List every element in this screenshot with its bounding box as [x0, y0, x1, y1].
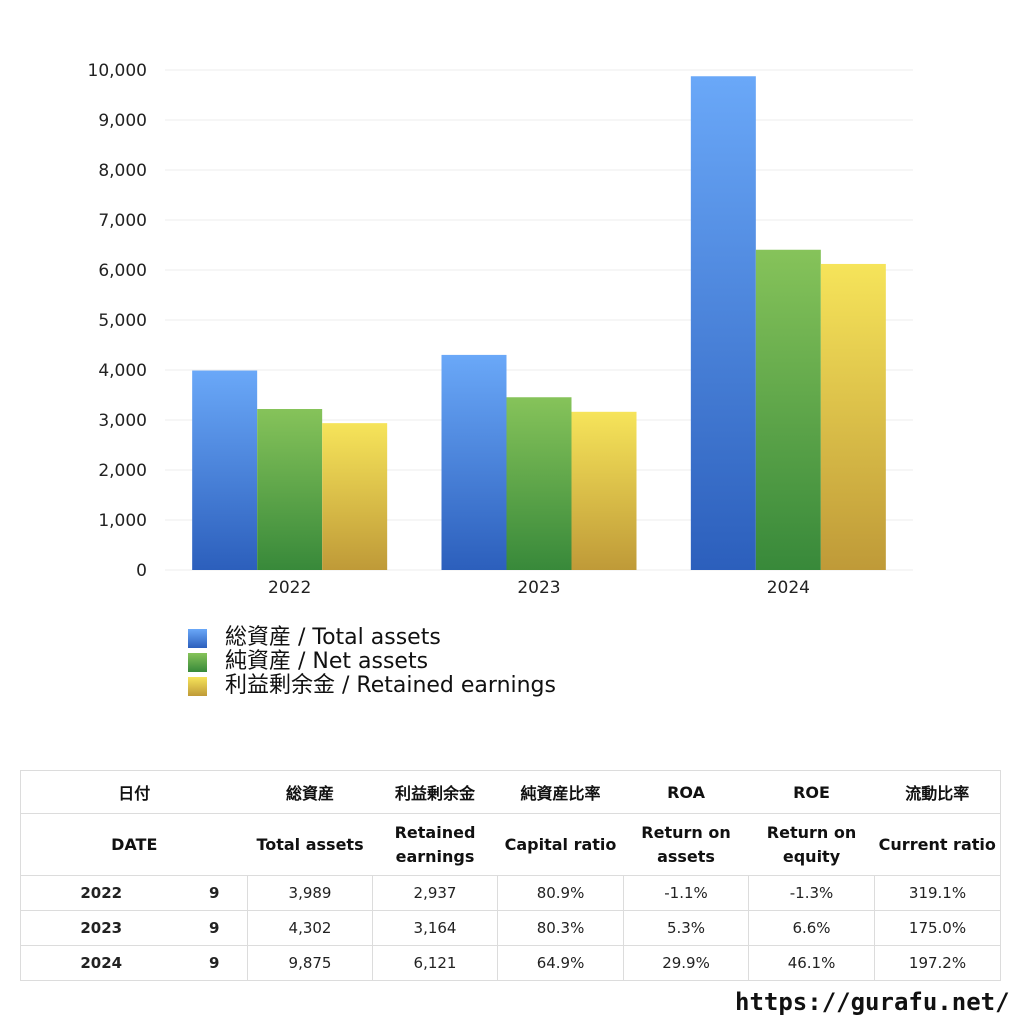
cell-current-ratio: 175.0% — [874, 910, 1002, 946]
y-tick-label: 3,000 — [98, 411, 147, 431]
x-tick-label: 2023 — [517, 578, 560, 598]
row-year: 2023 — [20, 910, 182, 946]
col-header-date-en: DATE — [19, 813, 248, 876]
col-header-total-assets-en: Total assets — [247, 813, 373, 876]
bars — [192, 76, 886, 570]
legend-item-total-assets: 総資産 / Total assets — [188, 626, 556, 650]
col-header-roa-jp: ROA — [623, 770, 749, 814]
cell-retained-earnings: 3,164 — [372, 910, 499, 946]
y-tick-label: 7,000 — [98, 211, 147, 231]
legend-swatch-net-assets — [188, 652, 207, 672]
bar-retained-earnings-2024 — [820, 263, 886, 570]
bar-retained-earnings-2023 — [571, 411, 637, 570]
x-tick-label: 2024 — [767, 578, 810, 598]
legend-item-net-assets: 純資産 / Net assets — [188, 650, 556, 674]
col-header-retained-earnings-en: Retained earnings — [372, 813, 498, 876]
col-header-capital-ratio-en: Capital ratio — [497, 813, 624, 876]
bar-total-assets-2023 — [441, 354, 507, 570]
cell-roa: 5.3% — [623, 910, 750, 946]
bar-net-assets-2024 — [755, 249, 821, 570]
table-row: 2024 9 9,875 6,121 64.9% 29.9% 46.1% 197… — [20, 945, 1002, 981]
cell-roa: 29.9% — [623, 945, 750, 981]
col-header-roa-en: Return on assets — [623, 813, 749, 876]
cell-total-assets: 3,989 — [247, 875, 374, 911]
legend-label: 純資産 / Net assets — [225, 649, 429, 674]
cell-roe: 6.6% — [748, 910, 876, 946]
y-tick-label: 6,000 — [98, 261, 147, 281]
y-tick-label: 0 — [136, 561, 147, 581]
bar-total-assets-2022 — [192, 370, 258, 570]
col-header-roe-jp: ROE — [748, 770, 875, 814]
col-header-current-ratio-en: Current ratio — [874, 813, 1002, 876]
x-axis-labels: 2022 2023 2024 — [268, 578, 810, 598]
col-header-capital-ratio-jp: 純資産比率 — [497, 770, 624, 814]
financial-metrics-table: 日付 総資産 利益剰余金 純資産比率 ROA ROE 流動比率 DATE Tot… — [19, 770, 1002, 981]
y-tick-label: 1,000 — [98, 511, 147, 531]
cell-capital-ratio: 64.9% — [497, 945, 625, 981]
col-header-total-assets-jp: 総資産 — [247, 770, 373, 814]
y-axis-ticks: 0 1,000 2,000 3,000 4,000 5,000 6,000 7,000 8,00… — [88, 61, 147, 581]
row-month: 9 — [181, 945, 249, 981]
col-header-current-ratio-jp: 流動比率 — [874, 770, 1002, 814]
site-url[interactable]: https://gurafu.net/ — [735, 988, 1010, 1016]
col-header-roe-en: Return on equity — [748, 813, 875, 876]
cell-roe: 46.1% — [748, 945, 876, 981]
bar-net-assets-2023 — [506, 397, 572, 570]
y-tick-label: 4,000 — [98, 361, 147, 381]
legend-swatch-total-assets — [188, 628, 207, 648]
bar-retained-earnings-2022 — [322, 423, 388, 570]
y-tick-label: 5,000 — [98, 311, 147, 331]
legend: 総資産 / Total assets 純資産 / Net assets 利益剰余… — [188, 626, 556, 698]
bar-chart: 0 1,000 2,000 3,000 4,000 5,000 6,000 7,000 8,00… — [88, 61, 913, 598]
header-row-en: DATE Total assets Retained earnings Capi… — [19, 813, 1002, 876]
row-month: 9 — [181, 875, 249, 911]
col-header-date-jp: 日付 — [19, 770, 248, 814]
cell-roe: -1.3% — [748, 875, 876, 911]
legend-swatch-retained-earnings — [188, 676, 207, 696]
y-tick-label: 8,000 — [98, 161, 147, 181]
table-row: 2022 9 3,989 2,937 80.9% -1.1% -1.3% 319… — [20, 875, 1002, 911]
cell-current-ratio: 319.1% — [874, 875, 1002, 911]
header-row-jp: 日付 総資産 利益剰余金 純資産比率 ROA ROE 流動比率 — [19, 770, 1002, 814]
table-row: 2023 9 4,302 3,164 80.3% 5.3% 6.6% 175.0… — [20, 910, 1002, 946]
cell-total-assets: 4,302 — [247, 910, 374, 946]
row-year: 2022 — [20, 875, 182, 911]
cell-current-ratio: 197.2% — [874, 945, 1002, 981]
cell-capital-ratio: 80.3% — [497, 910, 625, 946]
cell-total-assets: 9,875 — [247, 945, 374, 981]
bar-net-assets-2022 — [257, 409, 323, 570]
y-tick-label: 9,000 — [98, 111, 147, 131]
x-tick-label: 2022 — [268, 578, 311, 598]
cell-roa: -1.1% — [623, 875, 750, 911]
row-year: 2024 — [20, 945, 182, 981]
bar-total-assets-2024 — [690, 76, 756, 570]
cell-retained-earnings: 2,937 — [372, 875, 499, 911]
row-month: 9 — [181, 910, 249, 946]
cell-retained-earnings: 6,121 — [372, 945, 499, 981]
y-tick-label: 10,000 — [88, 61, 147, 81]
legend-item-retained-earnings: 利益剰余金 / Retained earnings — [188, 674, 556, 698]
col-header-retained-earnings-jp: 利益剰余金 — [372, 770, 498, 814]
legend-label: 総資産 / Total assets — [225, 625, 441, 650]
y-tick-label: 2,000 — [98, 461, 147, 481]
cell-capital-ratio: 80.9% — [497, 875, 625, 911]
legend-label: 利益剰余金 / Retained earnings — [225, 673, 556, 698]
